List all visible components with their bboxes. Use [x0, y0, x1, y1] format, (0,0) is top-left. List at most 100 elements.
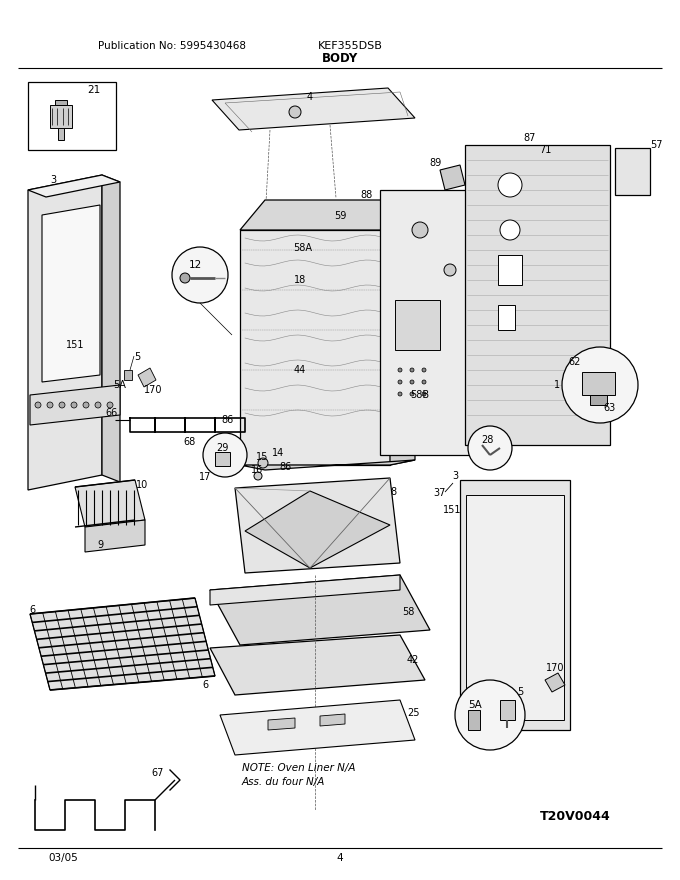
Polygon shape	[465, 145, 610, 445]
Polygon shape	[240, 200, 415, 230]
Text: 58B: 58B	[411, 390, 430, 400]
Polygon shape	[615, 148, 650, 195]
Polygon shape	[460, 480, 570, 730]
Circle shape	[107, 402, 113, 408]
Text: 5: 5	[517, 687, 523, 697]
Circle shape	[322, 202, 332, 212]
Circle shape	[412, 222, 428, 238]
Text: 170: 170	[143, 385, 163, 395]
Text: 03/05: 03/05	[48, 853, 78, 863]
Polygon shape	[582, 372, 615, 395]
Circle shape	[398, 392, 402, 396]
Text: Publication No: 5995430468: Publication No: 5995430468	[98, 41, 246, 51]
Polygon shape	[75, 480, 145, 527]
Text: 170: 170	[546, 663, 564, 673]
Text: 14: 14	[272, 448, 284, 458]
Text: 71: 71	[539, 145, 551, 155]
Circle shape	[289, 106, 301, 118]
Polygon shape	[395, 300, 440, 350]
Text: 3: 3	[452, 471, 458, 481]
Text: 58A: 58A	[294, 243, 313, 253]
Text: 42: 42	[407, 655, 419, 665]
Circle shape	[422, 392, 426, 396]
Text: 87: 87	[524, 133, 537, 143]
Text: 1: 1	[554, 380, 560, 390]
Polygon shape	[30, 598, 215, 690]
Polygon shape	[390, 200, 415, 465]
Circle shape	[422, 368, 426, 372]
Polygon shape	[215, 452, 230, 466]
Polygon shape	[268, 718, 295, 730]
Circle shape	[422, 380, 426, 384]
Circle shape	[410, 392, 414, 396]
Text: 151: 151	[443, 505, 461, 515]
Text: 5A: 5A	[114, 380, 126, 390]
Text: 62: 62	[568, 357, 581, 367]
Text: 25: 25	[407, 708, 420, 718]
Bar	[28, 82, 116, 150]
Text: 4: 4	[337, 853, 343, 863]
Text: 29: 29	[216, 443, 228, 453]
Text: 6: 6	[202, 680, 208, 690]
Text: 6: 6	[29, 605, 35, 615]
Polygon shape	[50, 105, 72, 128]
Circle shape	[444, 264, 456, 276]
Polygon shape	[545, 673, 565, 692]
Text: 59: 59	[334, 211, 346, 221]
Text: 5A: 5A	[468, 700, 482, 710]
Text: 37: 37	[434, 488, 446, 498]
Polygon shape	[320, 714, 345, 726]
Circle shape	[410, 380, 414, 384]
Text: 5: 5	[134, 352, 140, 362]
Polygon shape	[210, 575, 430, 645]
Polygon shape	[102, 175, 120, 482]
Text: 12: 12	[188, 260, 202, 270]
Circle shape	[500, 220, 520, 240]
Text: 86: 86	[222, 415, 234, 425]
Circle shape	[47, 402, 53, 408]
Text: 86: 86	[279, 462, 291, 472]
Polygon shape	[440, 165, 465, 190]
Circle shape	[398, 368, 402, 372]
Circle shape	[398, 380, 402, 384]
Polygon shape	[468, 710, 480, 730]
Text: 15: 15	[256, 452, 268, 462]
Polygon shape	[55, 100, 67, 105]
Text: 17: 17	[199, 472, 211, 482]
Polygon shape	[590, 395, 607, 405]
Circle shape	[180, 273, 190, 283]
Text: 4: 4	[307, 92, 313, 102]
Polygon shape	[28, 175, 120, 197]
Polygon shape	[500, 700, 515, 720]
Text: T20V0044: T20V0044	[540, 810, 611, 824]
Polygon shape	[210, 635, 425, 695]
Text: Ass. du four N/A: Ass. du four N/A	[242, 777, 325, 787]
Polygon shape	[466, 495, 564, 720]
Circle shape	[95, 402, 101, 408]
Circle shape	[71, 402, 77, 408]
Circle shape	[59, 402, 65, 408]
Circle shape	[203, 433, 247, 477]
Polygon shape	[28, 175, 102, 490]
Text: 89: 89	[429, 158, 441, 168]
Text: 151: 151	[66, 340, 84, 350]
Circle shape	[410, 368, 414, 372]
Text: 58: 58	[402, 607, 414, 617]
Text: 10: 10	[136, 480, 148, 490]
Text: KEF355DSB: KEF355DSB	[318, 41, 383, 51]
Polygon shape	[240, 460, 415, 470]
Text: 44: 44	[294, 365, 306, 375]
Circle shape	[258, 458, 268, 468]
Circle shape	[254, 472, 262, 480]
Text: 88: 88	[361, 190, 373, 200]
Text: 68: 68	[184, 437, 196, 447]
Text: 21: 21	[87, 85, 100, 95]
Polygon shape	[220, 700, 415, 755]
Polygon shape	[42, 205, 100, 382]
Circle shape	[83, 402, 89, 408]
Polygon shape	[30, 385, 120, 425]
Text: 57: 57	[650, 140, 662, 150]
Polygon shape	[212, 88, 415, 130]
Text: BODY: BODY	[322, 53, 358, 65]
Text: 66: 66	[106, 408, 118, 418]
